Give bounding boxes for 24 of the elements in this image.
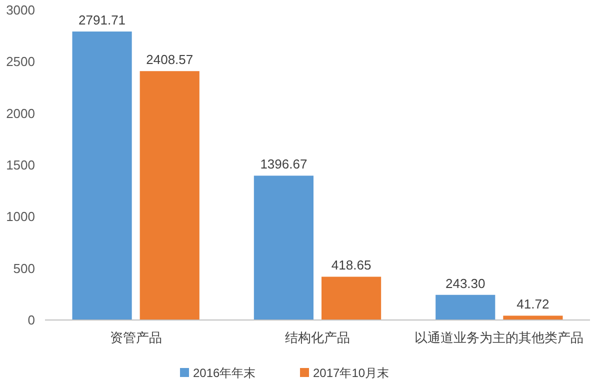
y-tick-label: 1000 xyxy=(6,209,35,224)
data-label: 2408.57 xyxy=(146,52,194,68)
bar xyxy=(72,32,132,320)
y-tick-label: 0 xyxy=(28,312,35,328)
data-label: 418.65 xyxy=(331,258,372,273)
y-tick-label: 2500 xyxy=(6,54,35,70)
bar xyxy=(436,294,496,320)
bar xyxy=(140,71,200,320)
x-tick-label: 资管产品 xyxy=(110,330,162,345)
y-tick-label: 3000 xyxy=(6,2,35,18)
y-tick-label: 1500 xyxy=(6,158,35,173)
y-tick-label: 500 xyxy=(13,260,35,276)
data-label: 1396.67 xyxy=(260,156,308,172)
legend-label: 2017年10月末 xyxy=(313,366,390,380)
bar xyxy=(254,176,314,320)
data-label: 41.72 xyxy=(516,296,550,312)
x-tick-label: 结构化产品 xyxy=(285,330,350,345)
bar xyxy=(503,316,563,320)
data-label: 2791.71 xyxy=(78,12,126,28)
y-tick-label: 2000 xyxy=(6,106,35,121)
data-label: 243.30 xyxy=(445,276,486,291)
legend-label: 2016年年末 xyxy=(193,366,256,380)
bar xyxy=(322,276,382,320)
x-tick-label: 以通道业务为主的其他类产品 xyxy=(414,330,584,345)
